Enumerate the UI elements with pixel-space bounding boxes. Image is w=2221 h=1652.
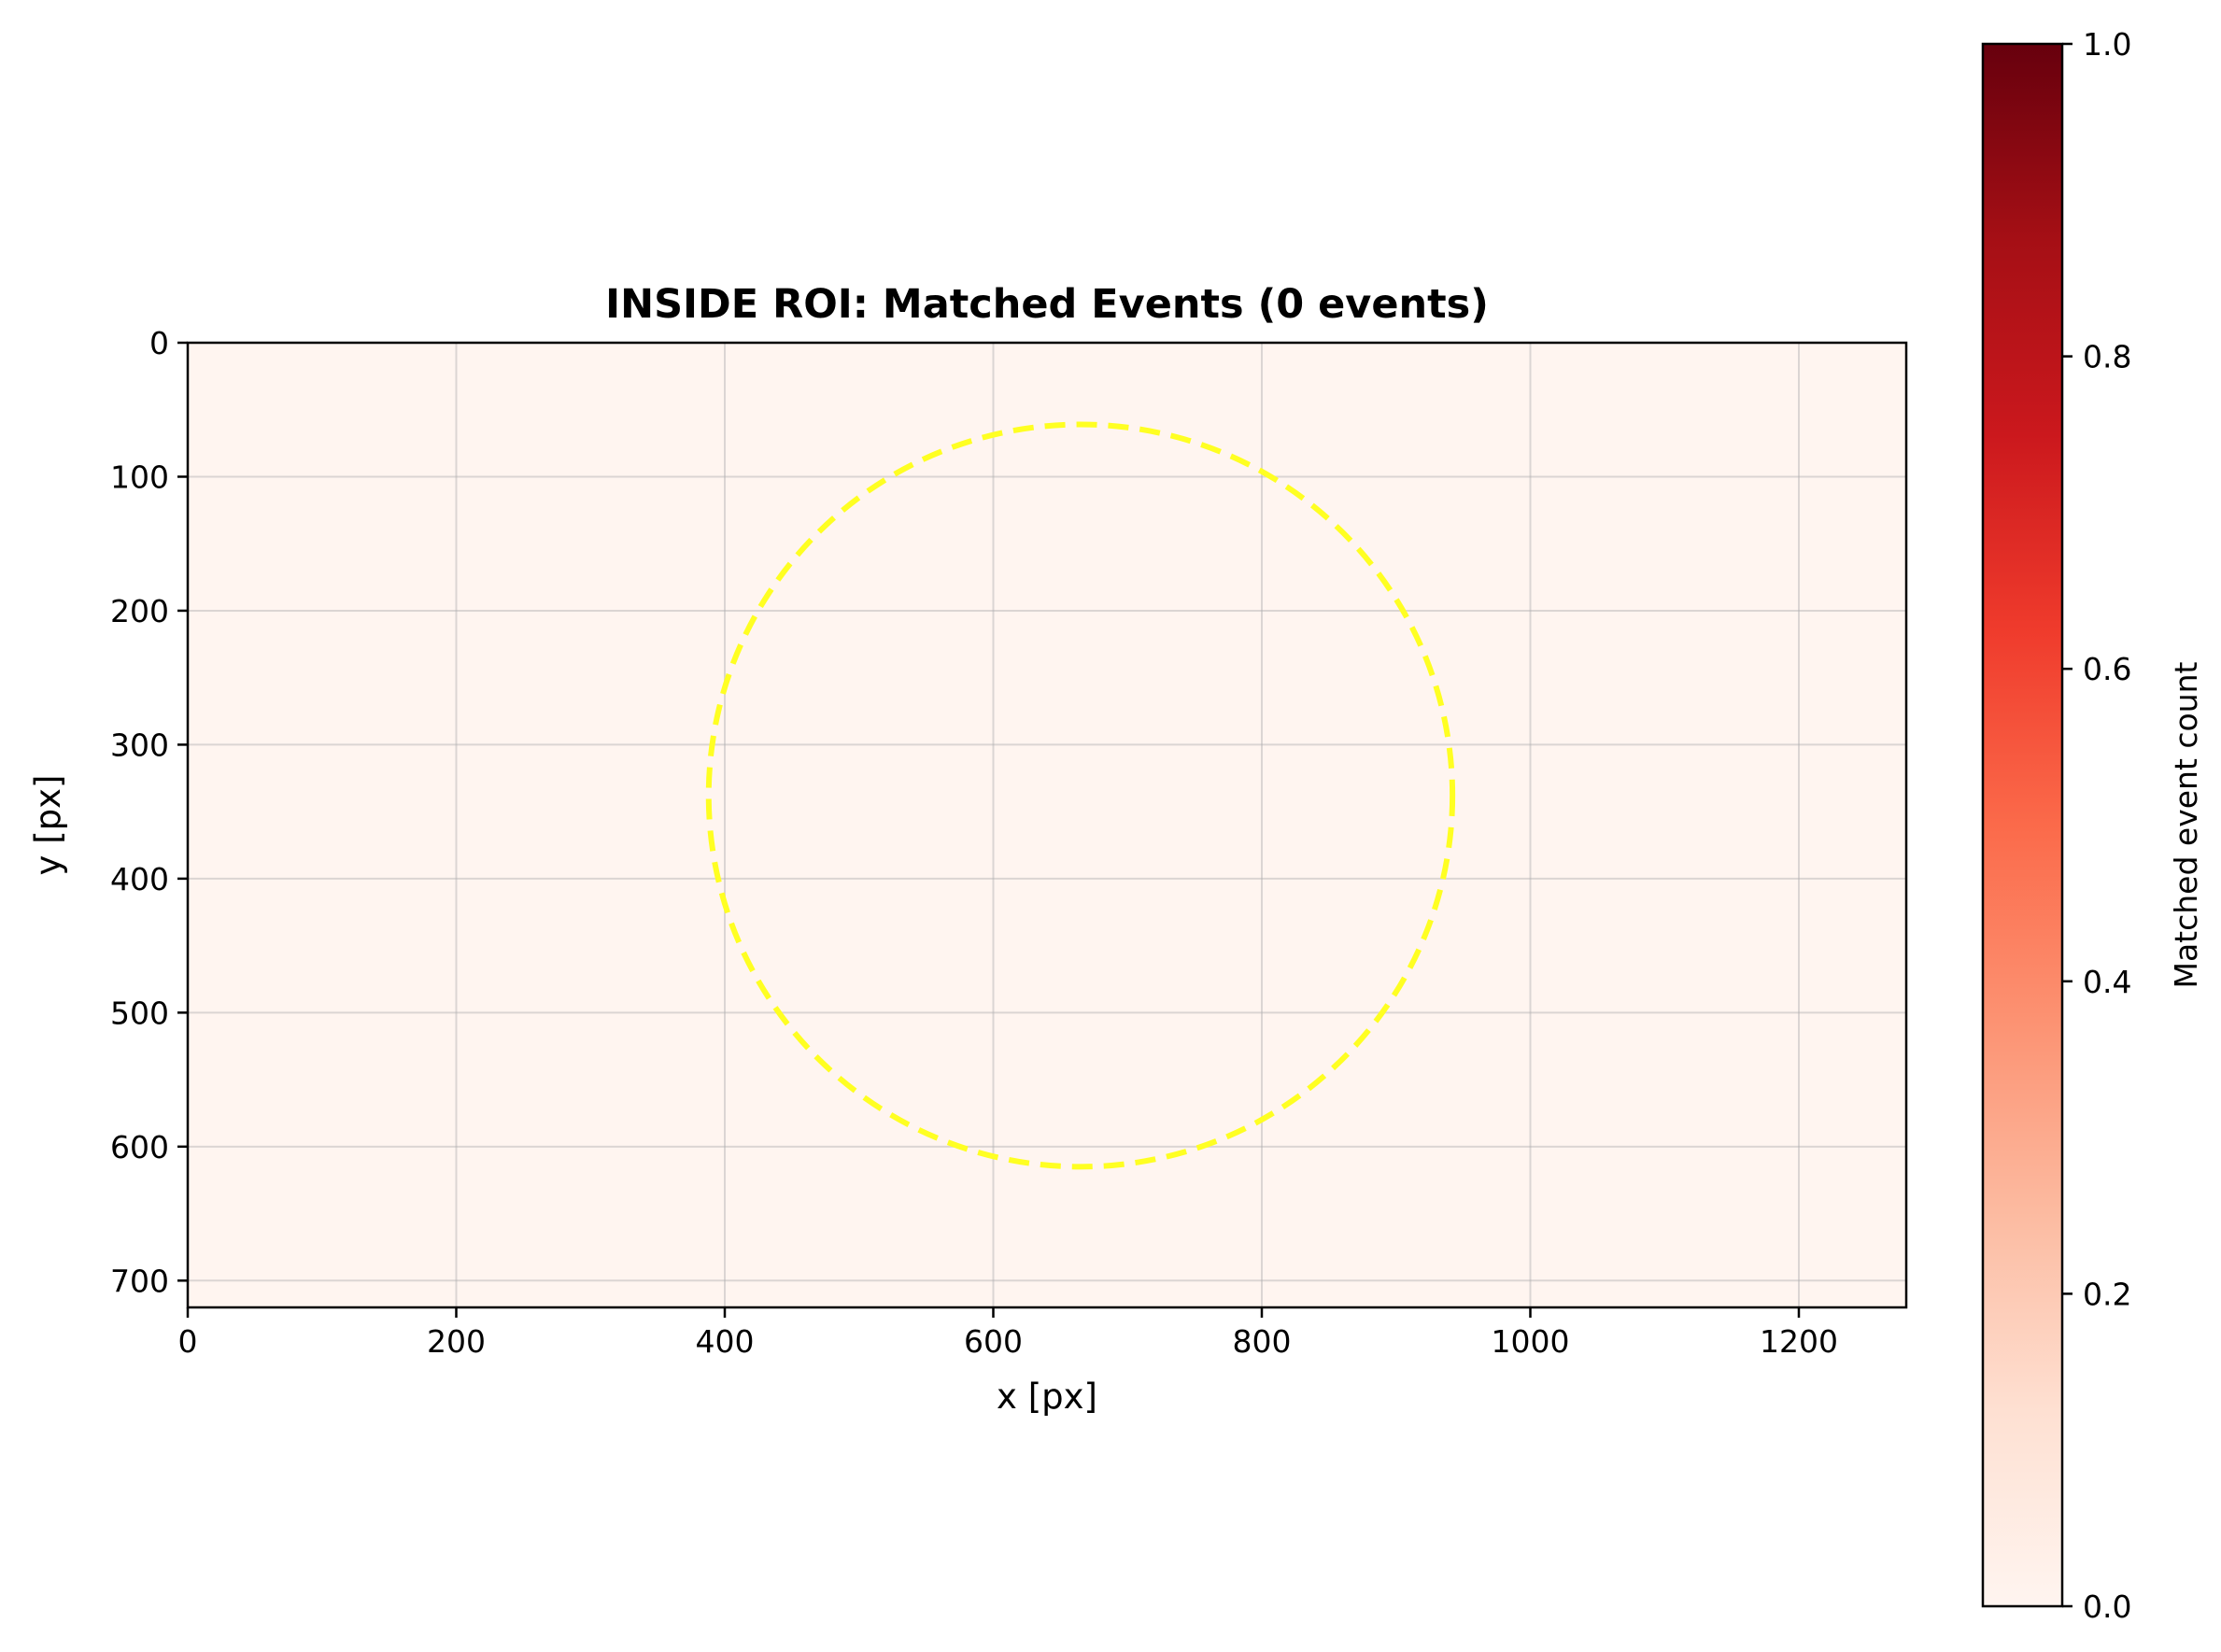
colorbar-tick-label: 0.4 <box>2083 964 2131 1000</box>
plot-area: 0 200 400 600 800 1000 1200 0 100 200 300 400 500 600… <box>110 325 1908 1360</box>
x-tick-label: 200 <box>427 1323 486 1360</box>
colorbar-tick-label: 0.8 <box>2083 339 2131 375</box>
x-tick-label: 1200 <box>1760 1323 1838 1360</box>
y-tick-label: 300 <box>110 727 169 763</box>
colorbar-gradient <box>1981 42 2064 1608</box>
y-tick-label: 500 <box>110 995 169 1031</box>
colorbar-tick-label: 0.6 <box>2083 651 2131 687</box>
y-tick-label: 100 <box>110 459 169 495</box>
x-tick-label: 0 <box>178 1323 198 1360</box>
plot-frame <box>186 341 1908 1309</box>
colorbar-label: Matched event count <box>2168 661 2204 988</box>
roi-circle <box>705 421 1456 1170</box>
y-tick-label: 200 <box>110 593 169 629</box>
y-axis-label: y [px] <box>28 775 68 876</box>
y-tick-label: 400 <box>110 861 169 897</box>
heatmap-image <box>188 343 1906 1307</box>
y-tick-label: 600 <box>110 1129 169 1165</box>
x-tick-label: 800 <box>1233 1323 1292 1360</box>
y-tick-label: 0 <box>149 325 169 361</box>
chart-title: INSIDE ROI: Matched Events (0 events) <box>605 281 1489 328</box>
colorbar-tick-label: 0.0 <box>2083 1588 2131 1625</box>
colorbar-tick-label: 0.2 <box>2083 1276 2131 1312</box>
x-tick-label: 400 <box>696 1323 755 1360</box>
x-tick-label: 600 <box>964 1323 1023 1360</box>
colorbar: 0.0 0.2 0.4 0.6 0.8 1.0 <box>1981 26 2131 1625</box>
colorbar-tick-label: 1.0 <box>2083 26 2131 63</box>
x-axis-label: x [px] <box>997 1377 1097 1417</box>
y-tick-label: 700 <box>110 1263 169 1299</box>
x-tick-label: 1000 <box>1492 1323 1570 1360</box>
